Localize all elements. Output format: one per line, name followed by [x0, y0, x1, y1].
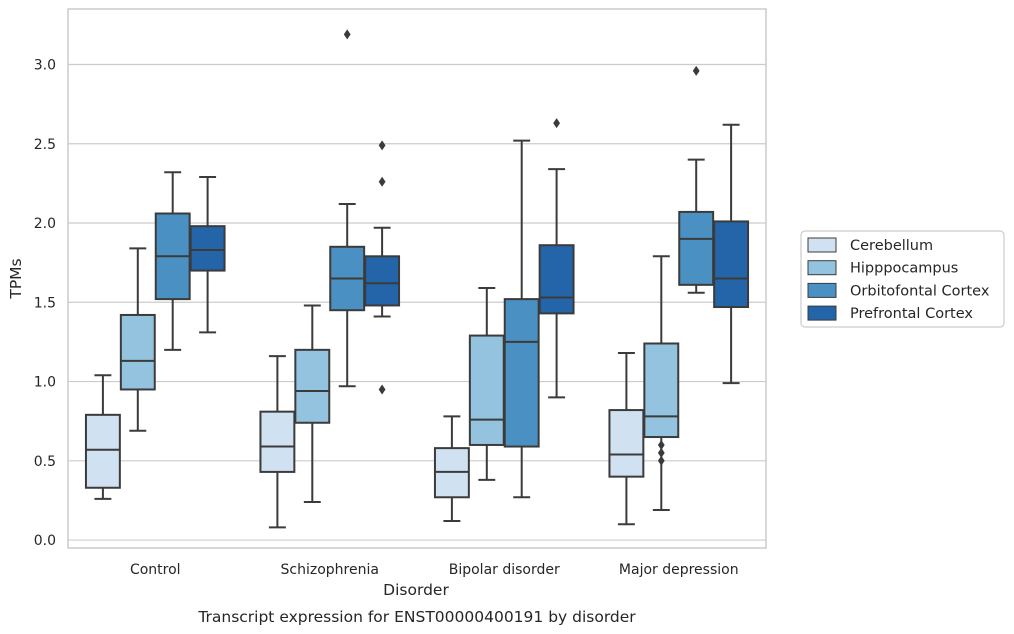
legend-swatch [807, 305, 837, 321]
box-1-1 [294, 304, 331, 504]
box-iqr [364, 255, 401, 307]
legend-frame [800, 230, 1005, 328]
y-tick-label: 2.0 [34, 216, 56, 232]
outlier-marker [657, 447, 665, 458]
plot-area-frame [67, 8, 767, 549]
box-iqr [294, 348, 331, 424]
outlier-marker [378, 384, 386, 395]
y-axis-ticks: 0.0 0.5 1.0 1.5 2.0 2.5 3.0 [34, 57, 56, 549]
legend-swatch [807, 260, 837, 276]
x-tick-label: Control [130, 562, 181, 578]
outlier-marker [692, 65, 700, 76]
outlier-marker [553, 118, 560, 129]
y-tick-label: 3.0 [34, 57, 56, 73]
box-iqr [608, 409, 645, 478]
legend-swatch [807, 282, 837, 298]
box-3-2 [678, 65, 715, 294]
y-axis-title: TPMs [7, 258, 25, 299]
box-1-2 [329, 29, 366, 388]
legend: Cerebellum Hipppocampus Orbitofontal Corte… [800, 230, 1005, 328]
box-iqr [468, 334, 505, 446]
box-1-3 [364, 140, 401, 395]
box-iqr [503, 298, 540, 448]
box-2-0 [433, 415, 470, 523]
box-0-1 [119, 247, 156, 432]
x-tick-label: Bipolar disorder [449, 562, 560, 578]
box-iqr [189, 225, 226, 272]
box-3-0 [608, 352, 645, 526]
box-iqr [259, 410, 296, 473]
outlier-marker [378, 140, 386, 151]
box-iqr [713, 220, 750, 309]
legend-label: Hipppocampus [850, 261, 958, 277]
outlier-marker [343, 29, 351, 40]
legend-label: Prefrontal Cortex [850, 306, 973, 322]
legend-label: Orbitofontal Cortex [850, 283, 990, 299]
box-3-1 [643, 255, 680, 511]
y-tick-label: 1.5 [34, 295, 56, 311]
box-2-1 [468, 287, 505, 481]
box-iqr [119, 313, 156, 391]
y-tick-label: 1.0 [34, 375, 56, 391]
box-iqr [538, 244, 575, 315]
box-2-3 [538, 118, 575, 399]
box-2-2 [503, 139, 540, 499]
box-iqr [678, 210, 715, 286]
boxes [84, 29, 750, 529]
legend-swatch [807, 237, 837, 253]
box-iqr [643, 342, 680, 439]
y-tick-label: 2.5 [34, 137, 56, 153]
x-tick-label: Major depression [619, 562, 739, 578]
outlier-marker [657, 439, 665, 450]
box-0-2 [154, 171, 191, 351]
x-tick-label: Schizophrenia [281, 562, 379, 578]
outlier-marker [657, 455, 665, 466]
outlier-marker [378, 176, 386, 187]
box-0-0 [84, 374, 121, 500]
box-0-3 [189, 176, 226, 334]
y-tick-label: 0.0 [34, 533, 56, 549]
box-iqr [84, 413, 121, 489]
legend-label: Cerebellum [850, 238, 933, 254]
x-axis-ticks: Control Schizophrenia Bipolar disorder Majo… [130, 562, 739, 578]
x-axis-title: Disorder [383, 581, 449, 599]
y-tick-label: 0.5 [34, 454, 56, 470]
box-1-0 [259, 355, 296, 529]
chart-caption: Transcript expression for ENST0000040019… [197, 608, 636, 626]
box-3-3 [713, 123, 750, 385]
